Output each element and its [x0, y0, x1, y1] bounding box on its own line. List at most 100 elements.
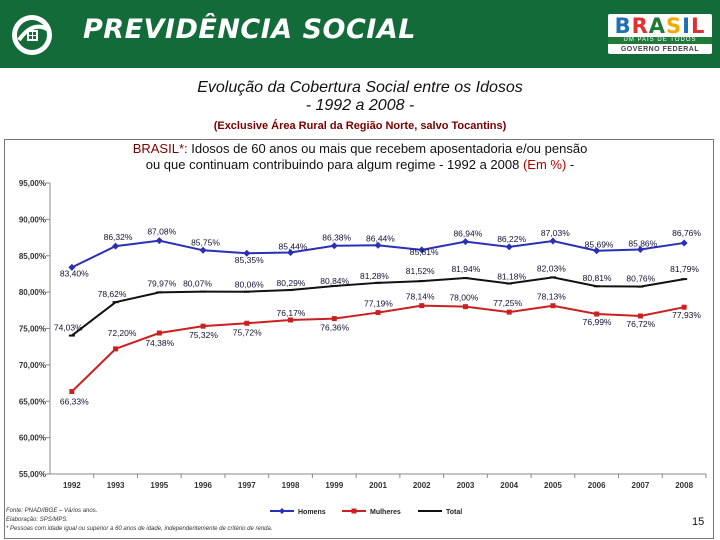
gov-brasil-text: BRASIL [608, 14, 712, 38]
slide-subtitle-note: (Exclusive Área Rural da Região Norte, s… [213, 120, 507, 132]
data-point-mulheres [681, 304, 687, 310]
gov-brasil-letter: L [691, 14, 706, 38]
chart-title-line1: BRASIL*: Idosos de 60 anos ou mais que r… [0, 141, 720, 156]
data-label-mulheres: 66,33% [60, 397, 89, 407]
data-label-mulheres: 78,00% [449, 293, 478, 303]
chart-title-unit: (Em %) [522, 157, 567, 172]
data-label-mulheres: 77,19% [364, 299, 393, 309]
data-label-total: 81,18% [497, 272, 526, 282]
data-label-total: 80,07% [183, 279, 212, 289]
slide-title: Evolução da Cobertura Social entre os Id… [197, 79, 523, 96]
brand-title: PREVIDÊNCIA SOCIAL [83, 14, 416, 45]
chart-title-text: Idosos de 60 anos ou mais que recebem ap… [187, 141, 588, 156]
data-point-mulheres [637, 313, 643, 319]
x-tick-label: 2001 [369, 481, 387, 490]
data-label-total: 78,62% [98, 289, 127, 299]
chart-title-prefix: BRASIL*: [132, 141, 188, 156]
legend-label-homens: Homens [298, 509, 326, 516]
data-label-homens: 86,76% [672, 228, 701, 238]
x-tick-label: 1995 [150, 481, 168, 490]
data-point-homens [461, 238, 469, 246]
y-tick-label: 90,00% [19, 215, 46, 224]
y-tick-label: 55,00% [19, 470, 46, 479]
x-tick-label: 1992 [63, 481, 81, 490]
chart-title-suffix: - [566, 157, 575, 172]
data-label-homens: 85,86% [628, 238, 657, 248]
data-label-homens: 86,94% [453, 229, 482, 239]
data-label-homens: 85,81% [410, 247, 439, 257]
data-point-homens [243, 249, 251, 257]
data-label-homens: 86,22% [497, 234, 526, 244]
data-label-mulheres: 77,93% [672, 310, 701, 320]
data-label-mulheres: 78,13% [537, 292, 566, 302]
data-label-homens: 85,35% [235, 255, 264, 265]
data-point-homens [680, 239, 688, 247]
data-label-mulheres: 76,72% [626, 319, 655, 329]
data-label-mulheres: 76,36% [320, 323, 349, 333]
data-label-homens: 86,32% [104, 232, 133, 242]
data-label-homens: 85,69% [585, 240, 614, 250]
data-label-mulheres: 76,99% [583, 317, 612, 327]
data-point-homens [505, 243, 513, 251]
legend-label-mulheres: Mulheres [370, 509, 401, 516]
data-label-total: 81,28% [360, 271, 389, 281]
data-label-mulheres: 75,32% [189, 330, 218, 340]
data-point-homens [112, 242, 120, 250]
data-label-mulheres: 72,20% [108, 328, 137, 338]
data-label-homens: 87,08% [147, 227, 176, 237]
data-label-total: 74,03% [54, 323, 83, 333]
footer-note: * Pessoas com idade igual ou superior a … [6, 526, 273, 532]
data-point-homens [418, 246, 426, 254]
data-point-mulheres [419, 303, 425, 309]
data-point-mulheres [594, 311, 600, 317]
gov-slogan: UM PAÍS DE TODOS [608, 37, 712, 44]
y-tick-label: 70,00% [19, 361, 46, 370]
data-label-homens: 85,44% [279, 242, 308, 252]
data-label-total: 80,29% [277, 278, 306, 288]
data-point-homens [287, 249, 295, 257]
data-point-homens [549, 237, 557, 245]
page-number: 15 [692, 516, 705, 528]
chart-frame [4, 139, 714, 539]
data-point-homens [374, 241, 382, 249]
data-point-mulheres [244, 320, 250, 326]
data-point-mulheres [113, 346, 119, 352]
data-point-mulheres [550, 303, 556, 309]
data-label-homens: 86,44% [366, 233, 395, 243]
data-label-mulheres: 78,14% [406, 292, 435, 302]
y-tick-label: 80,00% [19, 288, 46, 297]
legend-label-total: Total [446, 509, 462, 516]
data-point-mulheres [375, 310, 381, 316]
chart-title-text2: ou que continuam contribuindo para algum… [145, 157, 523, 172]
x-tick-label: 1999 [325, 481, 343, 490]
y-tick-label: 75,00% [19, 325, 46, 334]
x-tick-label: 2008 [675, 481, 693, 490]
data-point-mulheres [288, 317, 294, 323]
data-label-total: 82,03% [537, 263, 566, 273]
y-tick-label: 95,00% [19, 179, 46, 188]
data-label-mulheres: 75,72% [233, 327, 262, 337]
x-tick-label: 2007 [632, 481, 650, 490]
data-point-mulheres [200, 323, 206, 329]
gov-name: GOVERNO FEDERAL [620, 46, 700, 53]
x-tick-label: 1997 [238, 481, 256, 490]
gov-brasil-letter: I [682, 14, 691, 38]
legend-marker-homens [279, 508, 285, 514]
data-label-total: 81,94% [451, 264, 480, 274]
y-tick-label: 85,00% [19, 252, 46, 261]
footer-elaboration: Elaboração: SPS/MPS. [6, 517, 69, 523]
governo-federal-logo: BRASIL UM PAÍS DE TODOS GOVERNO FEDERAL [608, 14, 712, 54]
gov-brasil-letter: B [614, 14, 632, 38]
x-tick-label: 2004 [500, 481, 518, 490]
data-point-mulheres [156, 330, 162, 336]
data-label-mulheres: 76,17% [277, 308, 306, 318]
data-point-homens [68, 263, 76, 271]
legend-marker-mulheres [351, 508, 357, 514]
data-label-homens: 87,03% [541, 228, 570, 238]
header-bar: PREVIDÊNCIA SOCIAL BRASIL UM PAÍS DE TOD… [0, 0, 720, 68]
data-label-homens: 85,75% [191, 237, 220, 247]
data-label-total: 81,52% [406, 266, 435, 276]
data-label-total: 80,81% [583, 273, 612, 283]
gov-brasil-letter: A [648, 14, 667, 38]
